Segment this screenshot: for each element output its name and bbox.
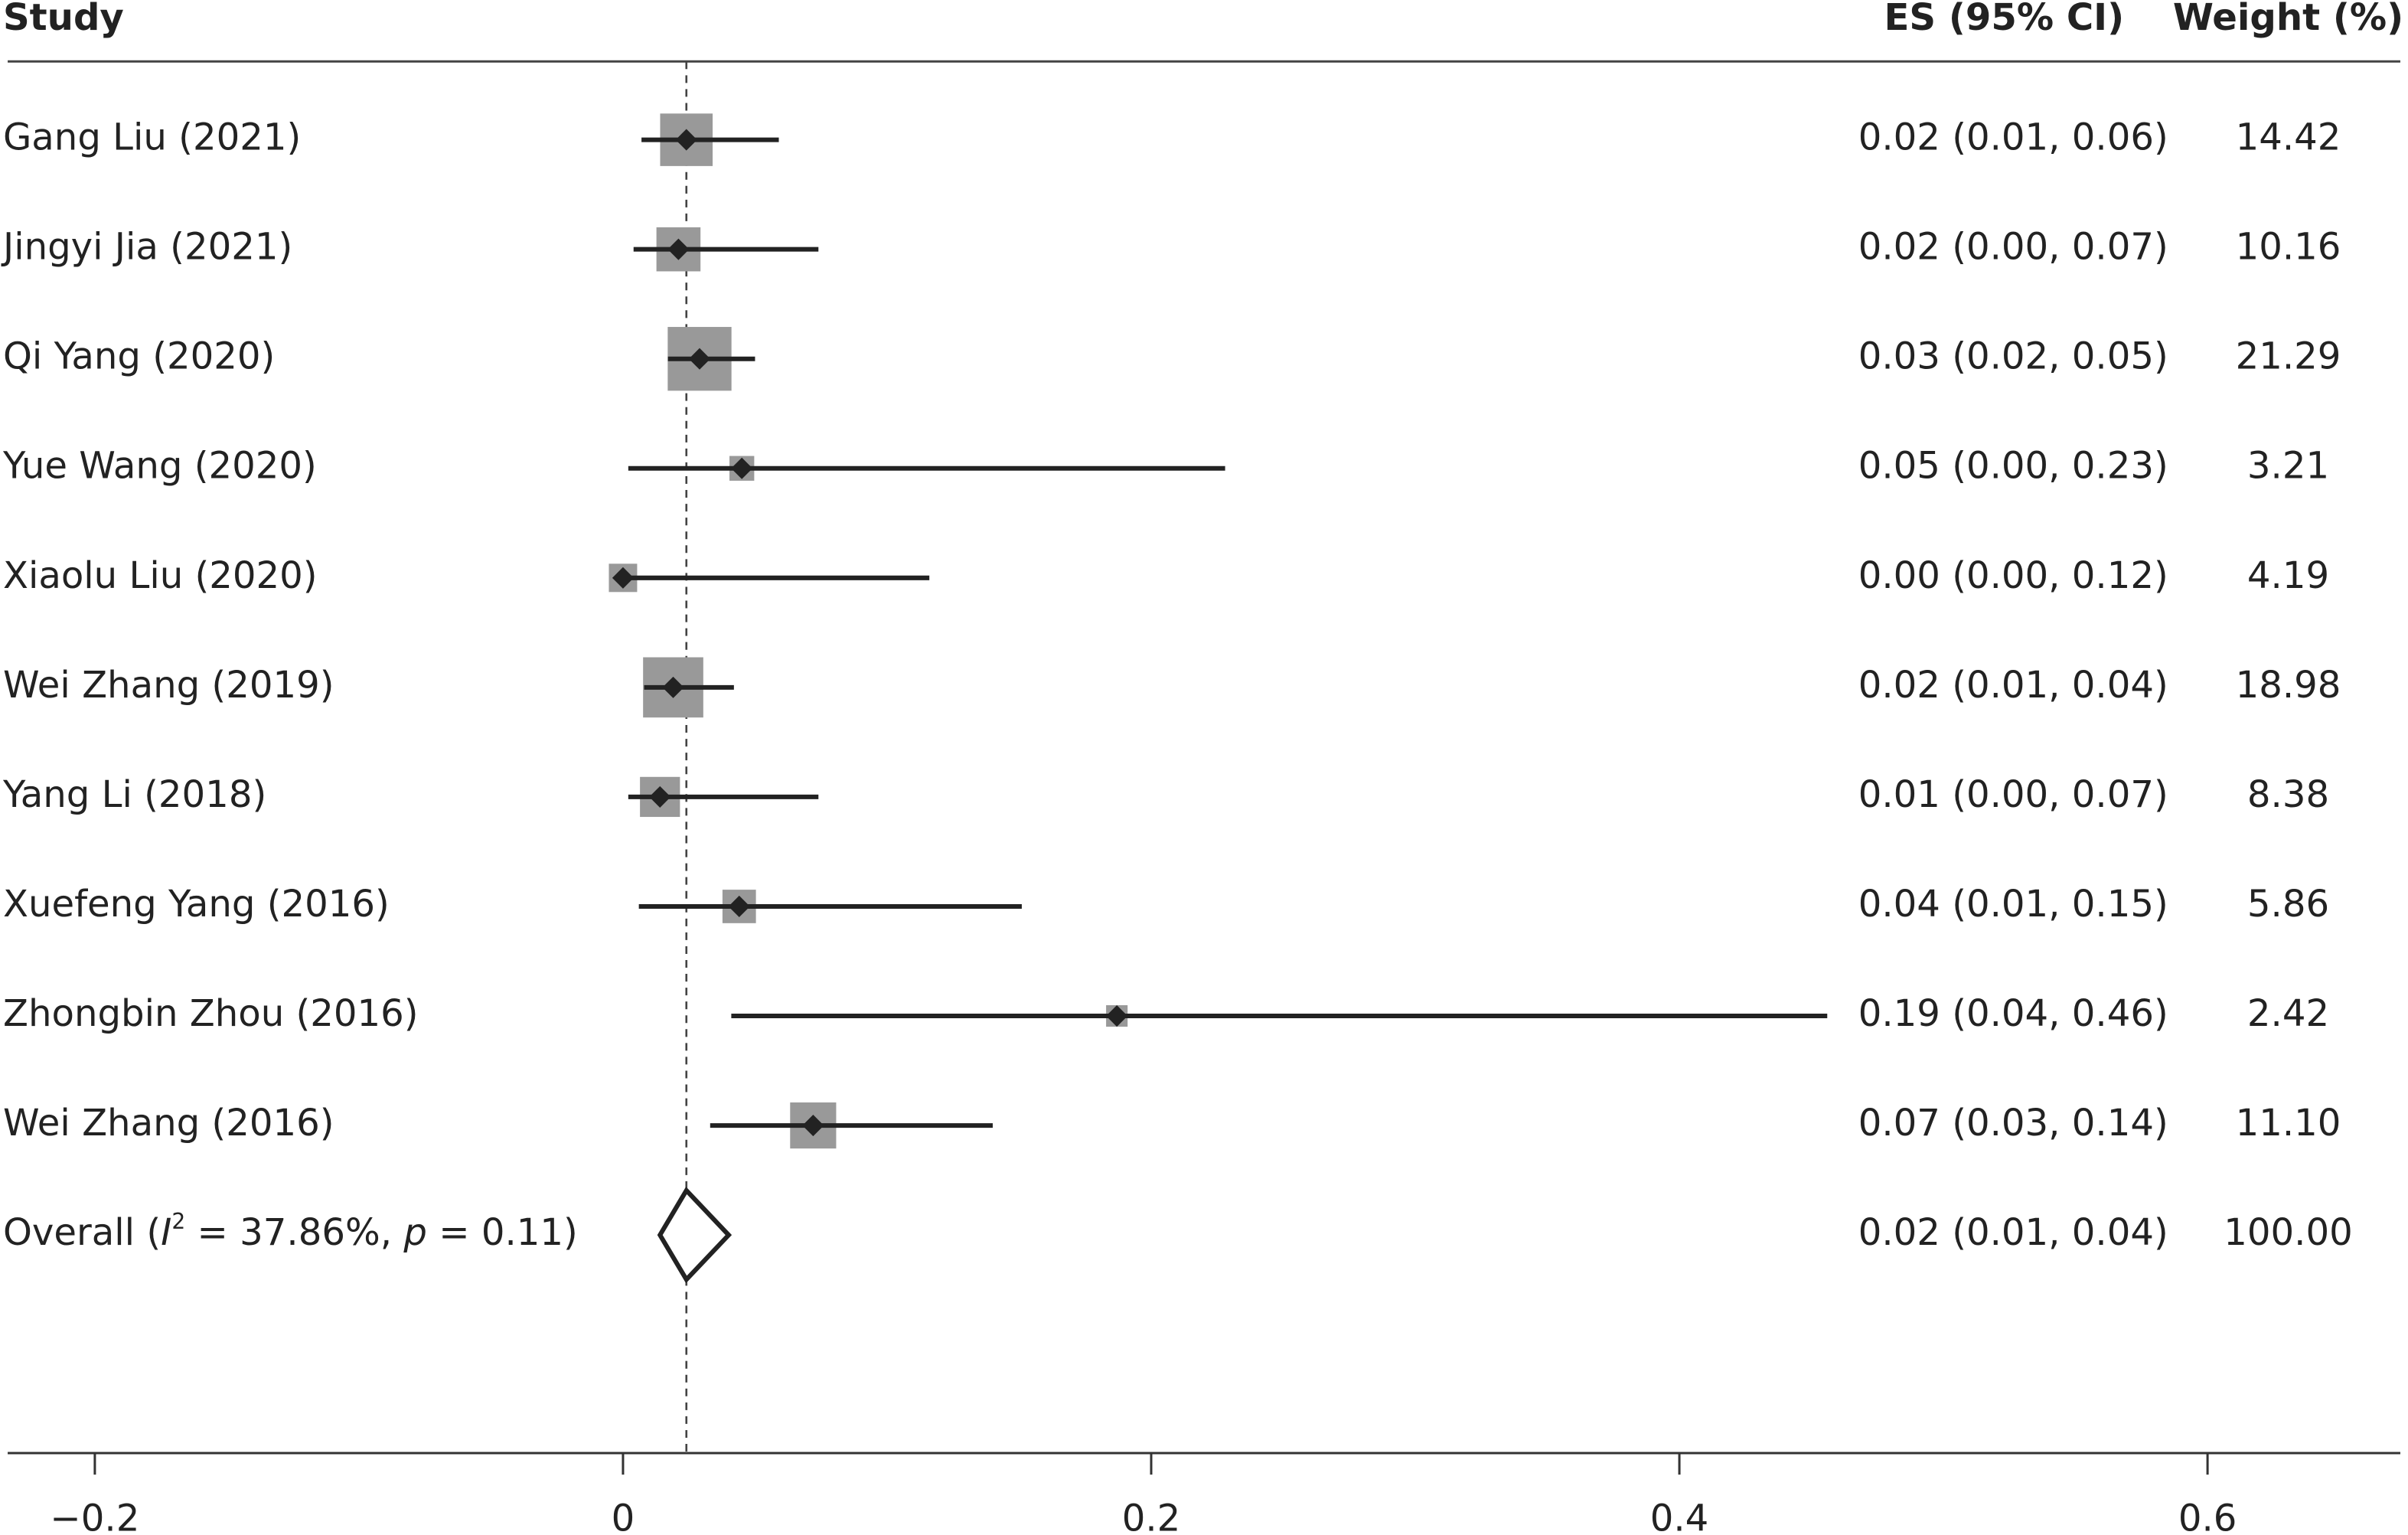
weight-label: 21.29: [2236, 335, 2341, 378]
es-label: 0.05 (0.00, 0.23): [1858, 445, 2168, 488]
x-tick-label: 0.6: [2178, 1497, 2237, 1535]
weight-label: 8.38: [2247, 773, 2329, 816]
weight-label: 5.86: [2247, 883, 2329, 926]
overall-label-part: = 37.86%,: [185, 1211, 403, 1254]
es-label: 0.02 (0.01, 0.04): [1858, 1211, 2168, 1254]
es-label: 0.19 (0.04, 0.46): [1858, 992, 2168, 1035]
header-study: Study: [3, 0, 124, 39]
es-label: 0.02 (0.01, 0.04): [1858, 664, 2168, 707]
es-label: 0.07 (0.03, 0.14): [1858, 1102, 2168, 1145]
weight-label: 2.42: [2247, 992, 2329, 1035]
overall-label-part: 2: [171, 1209, 185, 1234]
study-label: Xuefeng Yang (2016): [3, 883, 390, 926]
point-estimate: [688, 348, 711, 370]
overall-label-part: = 0.11): [427, 1211, 578, 1254]
es-label: 0.01 (0.00, 0.07): [1858, 773, 2168, 816]
weight-label: 4.19: [2247, 554, 2329, 597]
overall-label: Overall (I2 = 37.86%, p = 0.11): [3, 1209, 578, 1255]
overall-label-part: p: [403, 1211, 427, 1254]
point-estimate: [662, 676, 684, 698]
study-label: Qi Yang (2020): [3, 335, 275, 378]
study-label: Yue Wang (2020): [2, 445, 317, 488]
point-estimate: [1106, 1004, 1128, 1027]
weight-label: 3.21: [2247, 445, 2329, 488]
study-label: Zhongbin Zhou (2016): [3, 992, 419, 1035]
study-label: Gang Liu (2021): [3, 116, 301, 159]
point-estimate: [612, 567, 634, 589]
header-es: ES (95% CI): [1884, 0, 2125, 39]
point-estimate: [802, 1115, 824, 1137]
study-label: Wei Zhang (2019): [3, 664, 334, 707]
x-tick-label: 0.4: [1650, 1497, 1709, 1535]
es-label: 0.04 (0.01, 0.15): [1858, 883, 2168, 926]
es-label: 0.02 (0.01, 0.06): [1858, 116, 2168, 159]
es-label: 0.02 (0.00, 0.07): [1858, 226, 2168, 269]
study-label: Jingyi Jia (2021): [1, 226, 292, 269]
overall-label-part: I: [161, 1211, 171, 1254]
x-tick-label: 0: [612, 1497, 635, 1535]
x-tick-label: −0.2: [50, 1497, 139, 1535]
es-label: 0.00 (0.00, 0.12): [1858, 554, 2168, 597]
study-label: Xiaolu Liu (2020): [3, 554, 318, 597]
weight-label: 100.00: [2224, 1211, 2352, 1254]
point-estimate: [675, 129, 697, 151]
es-label: 0.03 (0.02, 0.05): [1858, 335, 2168, 378]
header-weight: Weight (%): [2173, 0, 2403, 39]
point-estimate: [731, 457, 753, 479]
study-label: Yang Li (2018): [2, 773, 266, 816]
overall-label-part: Overall (: [3, 1211, 161, 1254]
weight-label: 11.10: [2236, 1102, 2341, 1145]
study-label: Wei Zhang (2016): [3, 1102, 334, 1145]
weight-label: 10.16: [2236, 226, 2341, 269]
point-estimate: [728, 895, 750, 918]
x-tick-label: 0.2: [1122, 1497, 1181, 1535]
point-estimate: [649, 785, 671, 808]
overall-diamond: [657, 1186, 733, 1284]
weight-label: 18.98: [2236, 664, 2341, 707]
weight-label: 14.42: [2236, 116, 2341, 159]
